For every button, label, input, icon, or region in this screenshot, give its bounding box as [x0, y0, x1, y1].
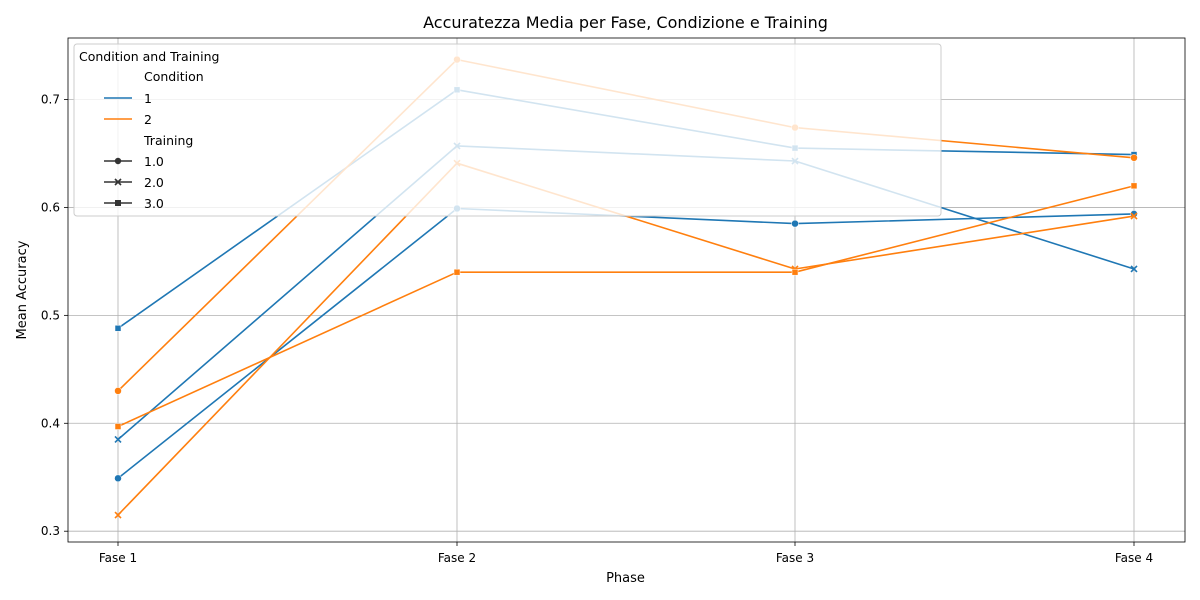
- data-point-circle: [791, 219, 799, 228]
- legend-training-header: Training: [143, 133, 193, 148]
- legend-label-training-3: 3.0: [144, 196, 164, 211]
- legend-title: Condition and Training: [79, 49, 219, 64]
- data-point-square: [114, 325, 122, 332]
- legend-item-training-2: 2.0: [104, 175, 164, 190]
- series-line: [117, 207, 1135, 479]
- series-condition-1-training-1.0: [114, 204, 1138, 483]
- legend-item-training-1: 1.0: [104, 154, 164, 169]
- data-point-circle: [1130, 154, 1138, 162]
- legend-item-training-3: 3.0: [104, 196, 164, 211]
- legend-box: [73, 43, 942, 217]
- data-point-x: [114, 435, 122, 444]
- legend-marker-circle: [114, 157, 122, 165]
- x-tick-label: Fase 4: [1115, 551, 1153, 565]
- legend-label-training-1: 1.0: [144, 154, 164, 169]
- data-point-x: [1130, 212, 1138, 220]
- data-point-x: [114, 511, 122, 519]
- data-point-x: [1130, 265, 1138, 273]
- legend-item-condition-2: 2: [104, 112, 152, 127]
- data-point-circle: [114, 387, 122, 395]
- data-point-square: [453, 268, 461, 276]
- series-line: [117, 185, 1135, 428]
- chart-title: Accuratezza Media per Fase, Condizione e…: [423, 13, 828, 32]
- legend-condition-header: Condition: [144, 69, 204, 84]
- data-point-circle: [114, 474, 122, 483]
- y-axis: 0.3 0.4 0.5 0.6 0.7: [41, 93, 68, 538]
- x-tick-label: Fase 1: [99, 551, 137, 565]
- y-tick-label: 0.4: [41, 416, 60, 430]
- series-condition-2-training-3.0: [114, 182, 1138, 430]
- data-point-square: [791, 268, 799, 276]
- x-tick-label: Fase 2: [438, 551, 476, 565]
- legend-label-condition-1: 1: [144, 91, 152, 106]
- legend-item-condition-1: 1: [104, 91, 152, 106]
- y-tick-label: 0.5: [41, 308, 60, 322]
- y-axis-label: Mean Accuracy: [15, 240, 30, 339]
- data-point-square: [114, 423, 122, 430]
- y-tick-label: 0.3: [41, 524, 60, 538]
- legend-label-training-2: 2.0: [144, 175, 164, 190]
- legend-marker-x: [114, 178, 122, 186]
- y-tick-label: 0.7: [41, 93, 60, 107]
- legend-label-condition-2: 2: [144, 112, 152, 127]
- legend-marker-square: [115, 200, 121, 206]
- y-tick-label: 0.6: [41, 200, 60, 214]
- x-axis: Fase 1 Fase 2 Fase 3 Fase 4: [99, 542, 1153, 565]
- data-point-square: [1130, 182, 1138, 190]
- legend: Condition and Training Condition 1 2 Tra…: [73, 43, 942, 217]
- plot-frame: [67, 37, 1186, 543]
- x-axis-label: Phase: [606, 571, 645, 586]
- x-tick-label: Fase 3: [776, 551, 814, 565]
